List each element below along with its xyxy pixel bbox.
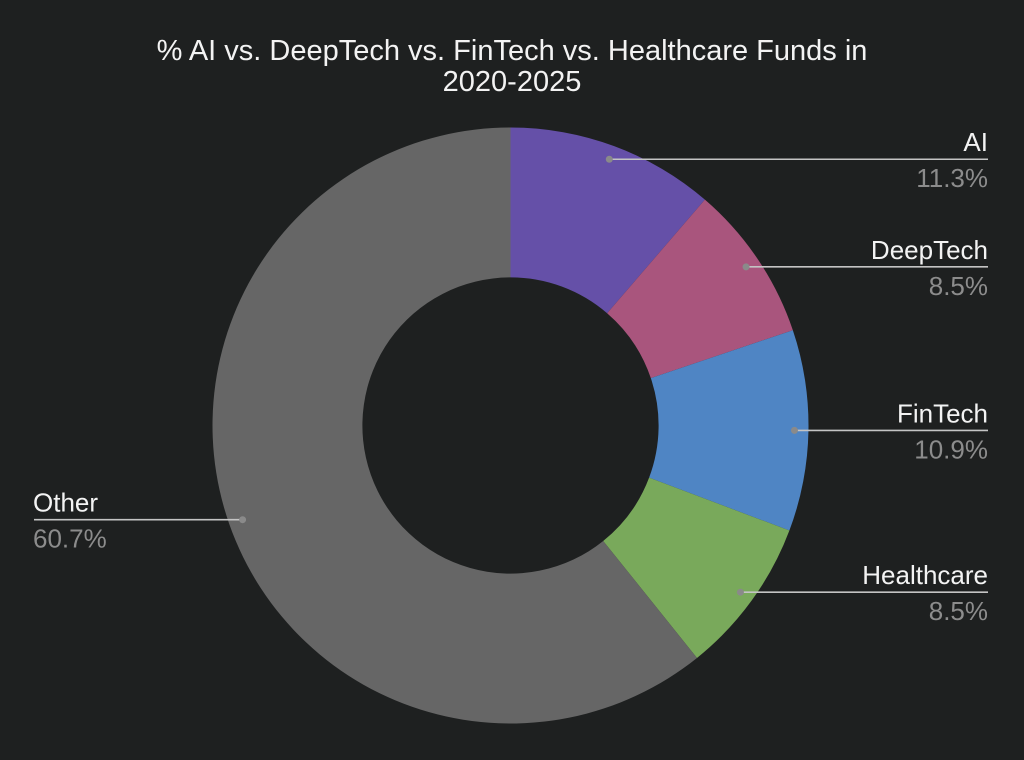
pie-slice-ai[interactable]	[510, 127, 705, 314]
slice-percent-healthcare: 8.5%	[929, 596, 988, 626]
slice-label-healthcare: Healthcare	[862, 560, 988, 590]
slice-label-deeptech: DeepTech	[871, 235, 988, 265]
chart-title-line-1: % AI vs. DeepTech vs. FinTech vs. Health…	[156, 35, 868, 67]
slice-percent-fintech: 10.9%	[914, 434, 988, 464]
slice-label-other: Other	[33, 488, 98, 518]
pie-slice-deeptech[interactable]	[607, 199, 793, 379]
leader-dot-ai	[605, 155, 613, 163]
slice-percent-ai: 11.3%	[916, 163, 988, 193]
pie-slice-healthcare[interactable]	[603, 477, 790, 658]
leader-dot-fintech	[790, 426, 798, 434]
chart-title-line-2: 2020-2025	[442, 66, 582, 98]
slice-percent-other: 60.7%	[33, 524, 107, 554]
leader-dot-other	[239, 516, 247, 524]
pie-slice-other[interactable]	[212, 127, 697, 724]
slice-label-fintech: FinTech	[897, 398, 988, 428]
leader-dot-healthcare	[736, 588, 744, 596]
pie-slice-fintech[interactable]	[649, 330, 809, 531]
slice-percent-deeptech: 8.5%	[929, 271, 988, 301]
slice-label-ai: AI	[963, 127, 988, 157]
leader-dot-deeptech	[742, 263, 750, 271]
chart-title: % AI vs. DeepTech vs. FinTech vs. Health…	[0, 36, 1024, 98]
